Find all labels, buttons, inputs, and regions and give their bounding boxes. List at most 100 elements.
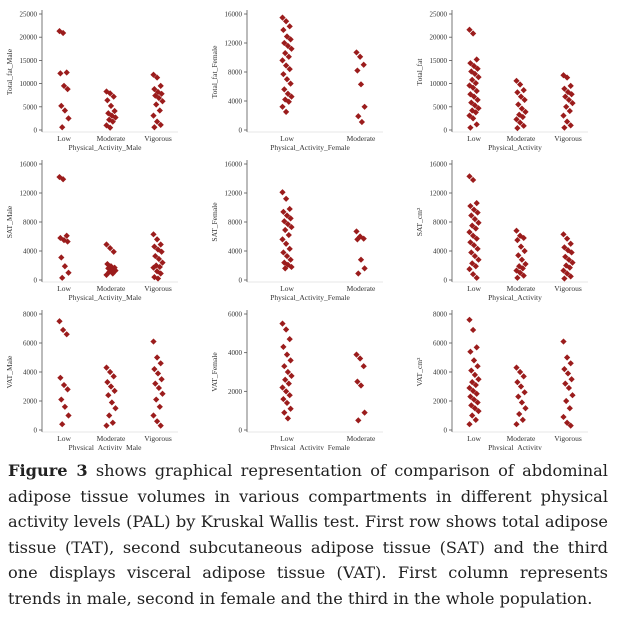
data-point — [159, 98, 166, 105]
data-point — [286, 23, 293, 30]
data-point — [286, 245, 293, 252]
data-point — [58, 254, 65, 261]
data-point — [520, 373, 527, 380]
y-tick-label: 12000 — [20, 190, 38, 198]
data-point — [58, 102, 65, 109]
data-point — [151, 124, 158, 131]
data-point — [59, 124, 66, 131]
data-point — [150, 231, 157, 238]
data-point — [470, 242, 478, 249]
data-point — [284, 368, 292, 376]
y-tick-label: 25000 — [20, 11, 38, 19]
data-point — [150, 112, 157, 119]
x-category-label: Low — [280, 134, 294, 143]
data-point — [60, 82, 68, 90]
data-point — [466, 173, 473, 180]
y-tick-label: 4000 — [228, 248, 243, 256]
data-point — [565, 384, 573, 392]
data-point — [110, 373, 117, 380]
data-point — [159, 259, 166, 266]
data-point — [514, 237, 521, 244]
y-tick-label: 6000 — [23, 340, 38, 348]
data-point — [283, 351, 291, 358]
y-tick-label: 6000 — [228, 311, 243, 319]
data-point — [281, 86, 288, 93]
data-point — [61, 263, 69, 270]
data-point — [279, 320, 286, 327]
scatter-panel: 0 4000 8000 12000 16000 SAT_cm² Low Moderate Vig… — [415, 160, 588, 302]
data-point — [284, 415, 292, 422]
data-point — [282, 108, 290, 115]
x-category-label: Moderate — [507, 434, 536, 443]
data-point — [59, 421, 66, 428]
data-point — [59, 274, 66, 281]
data-point — [361, 409, 368, 416]
x-category-label: Low — [57, 284, 71, 293]
data-point — [566, 405, 573, 412]
data-point — [515, 101, 522, 108]
data-point — [468, 367, 475, 374]
data-point — [514, 379, 521, 386]
x-category-label: Low — [467, 434, 481, 443]
x-category-label: Moderate — [97, 434, 126, 443]
y-axis-label: VAT_cm² — [415, 357, 424, 387]
scatter-panel: 0 5000 10000 15000 20000 25000 Total_fat_Male L… — [5, 10, 178, 152]
data-point — [159, 390, 166, 397]
data-point — [563, 103, 570, 110]
data-point — [561, 365, 568, 373]
data-point — [566, 107, 573, 115]
data-point — [361, 265, 368, 272]
data-point — [469, 84, 477, 91]
data-point — [155, 94, 163, 102]
y-tick-label: 4000 — [23, 248, 38, 256]
x-axis-label: Physical_Activity_Female — [270, 443, 350, 450]
data-point — [567, 82, 574, 90]
data-point — [103, 364, 110, 371]
data-point — [467, 124, 474, 131]
data-point — [153, 418, 161, 425]
data-point — [157, 422, 164, 429]
data-point — [560, 112, 567, 119]
scatter-panel: 0 4000 8000 12000 16000 Total_fat_Female Low Mo… — [210, 10, 383, 152]
y-tick-label: 12000 — [225, 190, 243, 198]
x-category-label: Vigorous — [144, 434, 172, 443]
data-point — [353, 228, 360, 235]
data-point — [107, 102, 115, 109]
data-point — [282, 195, 290, 202]
data-point — [156, 107, 163, 114]
data-point — [517, 243, 525, 250]
data-point — [513, 421, 520, 428]
y-tick-label: 12000 — [430, 190, 448, 198]
data-point — [563, 397, 570, 405]
x-axis-label: Physical_Activity_Female — [270, 143, 350, 152]
data-point — [65, 412, 72, 419]
data-point — [568, 376, 575, 383]
data-point — [109, 118, 116, 125]
y-tick-label: 4000 — [433, 369, 448, 377]
data-point — [108, 399, 116, 406]
data-point — [360, 61, 367, 68]
data-point — [284, 42, 292, 50]
data-point — [279, 189, 286, 196]
data-point — [154, 370, 162, 377]
y-tick-label: 0 — [444, 277, 448, 285]
data-point — [288, 45, 295, 52]
y-tick-label: 0 — [239, 427, 243, 435]
data-point — [355, 270, 362, 277]
data-point — [473, 121, 480, 128]
data-point — [569, 392, 576, 399]
data-point — [112, 114, 119, 121]
scatter-panel: 0 4000 8000 12000 16000 SAT_Female Low Moderate… — [210, 160, 383, 302]
data-point — [466, 112, 473, 119]
x-category-label: Vigorous — [554, 434, 582, 443]
data-point — [280, 343, 287, 350]
data-point — [57, 70, 64, 77]
data-point — [287, 357, 294, 364]
data-point — [561, 124, 568, 131]
y-tick-label: 8000 — [23, 311, 38, 319]
data-point — [287, 405, 294, 412]
data-point — [158, 376, 165, 383]
data-point — [288, 372, 295, 379]
y-tick-label: 15000 — [20, 57, 38, 65]
x-axis-label: Physical_Activity_Male — [69, 293, 143, 302]
